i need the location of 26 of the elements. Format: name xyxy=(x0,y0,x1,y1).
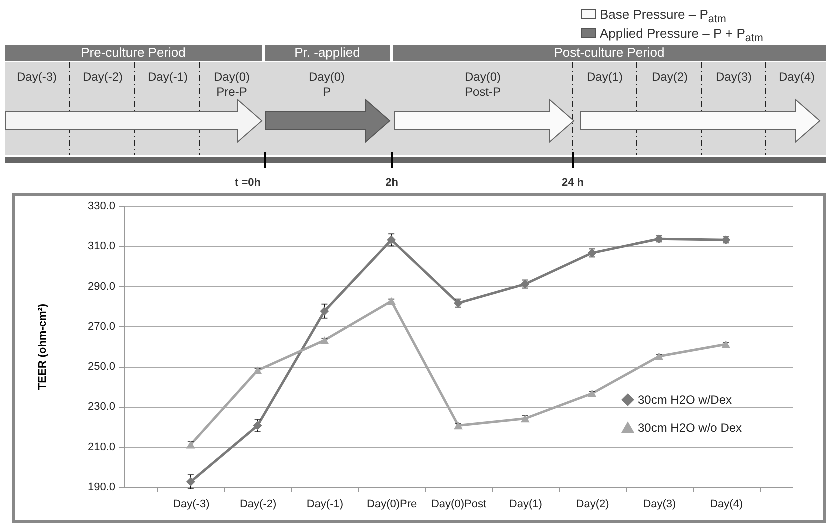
point xyxy=(253,421,262,430)
x-tick-label: Day(4) xyxy=(710,498,744,510)
y-tick-label: 190.0 xyxy=(88,482,116,494)
y-tick-label: 330.0 xyxy=(88,200,116,212)
y-axis-title: TEER (ohm-cm²) xyxy=(36,304,49,390)
y-tick-label: 230.0 xyxy=(88,401,116,414)
legend-label: 30cm H2O w/o Dex xyxy=(638,421,742,435)
x-tick-label: Day(1) xyxy=(509,498,542,510)
legend-label: 30cm H2O w/Dex xyxy=(638,393,732,407)
x-tick-label: Day(-1) xyxy=(306,498,344,510)
point xyxy=(387,236,396,245)
point xyxy=(454,422,463,430)
x-tick-label: Day(2) xyxy=(576,498,610,510)
x-tick-label: Day(0)Pre xyxy=(367,498,418,510)
y-tick-label: 270.0 xyxy=(88,320,116,333)
y-tick-label: 210.0 xyxy=(88,441,116,454)
timeline-diagram: Base Pressure – P$_{atm}$ Applied Pressure – P + P$_{atm}$ Pre-culture Period Pr. -applied Post-culture Period Day(-3) Day(-2) Day(-1) Day(0) Pre-P Day(0) P Day(0) Post-P Day(1) Day(2) Day(3) Day(4) t =0h 2h 24 h xyxy=(0,0,831,192)
y-tick-label: 250.0 xyxy=(88,361,116,374)
x-tick-label: Day(0)Post xyxy=(431,498,487,510)
x-tick-label: Day(-3) xyxy=(173,498,210,510)
point xyxy=(320,306,330,316)
x-tick-label: Day(-2) xyxy=(240,498,277,510)
y-tick-label: 310.0 xyxy=(88,240,116,253)
x-tick-label: Day(3) xyxy=(643,498,676,510)
point xyxy=(186,478,196,486)
y-tick-label: 290.0 xyxy=(88,280,116,293)
